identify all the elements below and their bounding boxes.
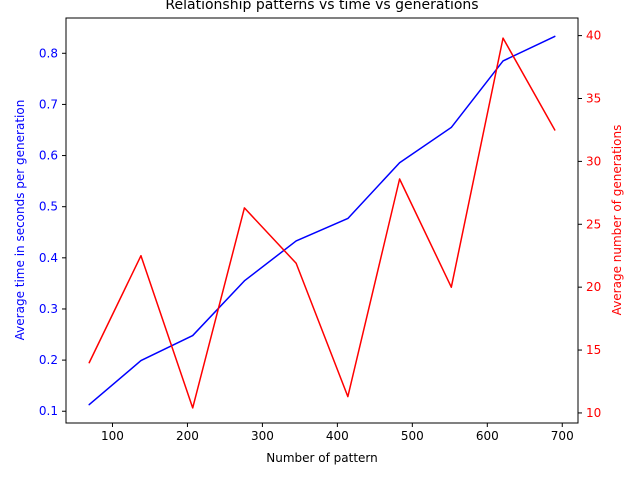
generations-data-point xyxy=(398,178,401,180)
left-y-axis-title: Average time in seconds per generation xyxy=(13,100,27,341)
x-tick-label: 600 xyxy=(476,429,499,443)
generations-data-point xyxy=(243,207,246,209)
right-y-tick-label: 10 xyxy=(586,406,601,420)
time-series-line xyxy=(88,35,556,406)
x-tick-label: 500 xyxy=(401,429,424,443)
right-y-tick-label: 40 xyxy=(586,29,601,43)
generations-series-line xyxy=(88,37,556,409)
time-data-point xyxy=(502,60,504,62)
time-data-point xyxy=(295,240,297,242)
generations-data-point xyxy=(140,255,142,257)
time-data-point xyxy=(450,126,452,129)
right-y-axis-title: Average number of generations xyxy=(610,125,624,316)
left-y-tick-label: 0.5 xyxy=(39,200,58,214)
right-y-tick-label: 15 xyxy=(586,343,601,357)
right-y-tick-label: 20 xyxy=(586,280,601,294)
left-y-tick-label: 0.3 xyxy=(39,302,58,316)
x-axis-title: Number of pattern xyxy=(266,451,378,465)
series-layer xyxy=(88,35,556,409)
generations-data-point xyxy=(192,407,194,409)
left-y-tick-label: 0.4 xyxy=(39,251,58,265)
x-tick-label: 400 xyxy=(326,429,349,443)
time-data-point xyxy=(347,217,349,220)
generations-data-point xyxy=(295,262,297,264)
generations-data-point xyxy=(88,362,90,364)
time-data-point xyxy=(243,280,246,282)
right-y-axis: 10 15 20 25 30 35 40 xyxy=(578,29,601,420)
time-data-point xyxy=(88,403,90,406)
right-y-tick-label: 35 xyxy=(586,91,601,105)
generations-data-point xyxy=(450,286,452,288)
generations-data-point xyxy=(347,395,349,398)
plot-area xyxy=(65,17,579,424)
chart-title: Relationship patterns vs time vs generat… xyxy=(165,0,478,13)
left-y-axis: 0.1 0.2 0.3 0.4 0.5 0.6 0.7 0.8 xyxy=(39,46,66,418)
left-y-tick-label: 0.2 xyxy=(39,353,58,367)
left-y-tick-label: 0.6 xyxy=(39,149,58,163)
generations-data-point xyxy=(502,37,504,39)
x-tick-label: 100 xyxy=(101,429,124,443)
x-tick-label: 200 xyxy=(176,429,199,443)
plot-frame xyxy=(65,17,579,424)
x-tick-label: 700 xyxy=(551,429,574,443)
time-data-point xyxy=(554,35,556,38)
generations-data-point xyxy=(554,129,556,131)
left-y-tick-label: 0.1 xyxy=(39,404,58,418)
left-y-tick-label: 0.7 xyxy=(39,97,58,111)
right-y-tick-label: 30 xyxy=(586,154,601,168)
left-y-tick-label: 0.8 xyxy=(39,46,58,60)
right-y-tick-label: 25 xyxy=(586,217,601,231)
x-axis: 100 200 300 400 500 600 700 xyxy=(101,423,574,443)
time-data-point xyxy=(398,162,401,164)
time-data-point xyxy=(140,360,142,362)
time-data-point xyxy=(192,334,194,337)
x-tick-label: 300 xyxy=(251,429,274,443)
